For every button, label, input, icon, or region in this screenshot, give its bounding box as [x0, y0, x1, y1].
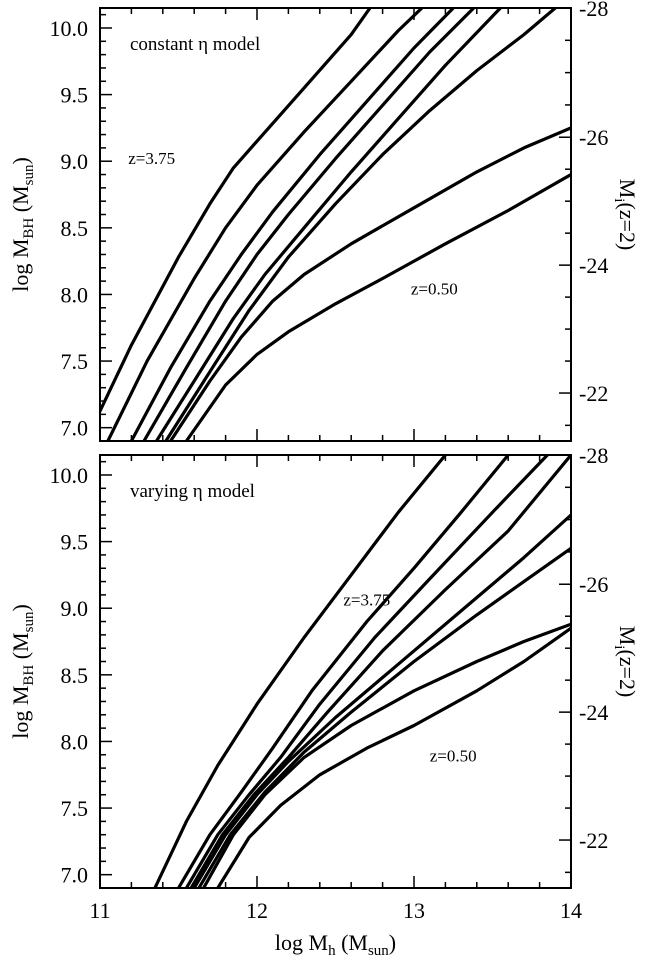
right-tick-label: -26: [579, 125, 608, 150]
x-tick-label: 13: [403, 898, 425, 923]
y-axis-title: log MBH (Msun): [8, 604, 37, 739]
right-axis-title: Mi(z=2): [611, 626, 640, 698]
right-tick-label: -28: [579, 443, 608, 468]
y-tick-label: 9.0: [61, 596, 89, 621]
curve-label: z=3.75: [343, 591, 390, 610]
y-tick-label: 10.0: [50, 463, 89, 488]
model-annotation: varying η model: [130, 481, 255, 502]
series-line-7: [169, 126, 571, 441]
right-tick-label: -22: [579, 381, 608, 406]
series-line-5: [192, 513, 571, 888]
series-line-1: [153, 455, 447, 888]
series-line-1: [100, 8, 372, 415]
y-tick-label: 7.5: [61, 349, 89, 374]
y-tick-label: 7.0: [61, 416, 89, 441]
series-line-8: [185, 173, 571, 441]
y-tick-label: 8.5: [61, 216, 89, 241]
series-line-6: [197, 546, 571, 888]
y-tick-label: 8.0: [61, 729, 89, 754]
y-tick-label: 7.5: [61, 796, 89, 821]
chart-panel-1: 7.0 7.5 8.0 8.5 9.0 9.5 10.0 -28 -26 -24 -22 log MB…: [8, 0, 640, 442]
right-axis-title: Mi(z=2): [611, 179, 640, 251]
chart-panel-2: 7.0 7.5 8.0 8.5 9.0 9.5 10.0 11 12 13 14 -28 -26 -24 -…: [8, 443, 640, 959]
series-line-4: [189, 455, 571, 888]
series-line-3: [129, 8, 455, 441]
series-line-3: [185, 455, 549, 888]
series-line-2: [106, 8, 424, 441]
right-tick-label: -26: [579, 572, 608, 597]
curve-label: z=0.50: [430, 746, 477, 765]
plot-frame: [99, 454, 572, 889]
series-line-6: [164, 8, 558, 441]
x-axis-title: log Mh (Msun): [275, 930, 396, 959]
y-tick-label: 9.5: [61, 83, 89, 108]
series-line-4: [142, 8, 475, 441]
x-tick-label: 14: [560, 898, 582, 923]
curve-label: z=0.50: [411, 279, 458, 298]
y-tick-label: 8.0: [61, 282, 89, 307]
curve-label: z=3.75: [128, 149, 175, 168]
series-group: [100, 8, 571, 441]
series-line-2: [177, 455, 510, 888]
y-tick-label: 7.0: [61, 863, 89, 888]
y-axis-title: log MBH (Msun): [8, 157, 37, 292]
plot-frame: [99, 7, 572, 442]
series-group: [153, 455, 571, 888]
y-tick-label: 9.5: [61, 530, 89, 555]
x-tick-label: 12: [246, 898, 268, 923]
right-tick-label: -24: [579, 700, 608, 725]
right-tick-label: -24: [579, 253, 608, 278]
model-annotation: constant η model: [130, 34, 260, 55]
series-line-8: [216, 626, 571, 888]
series-line-5: [155, 8, 502, 441]
y-tick-label: 9.0: [61, 149, 89, 174]
right-tick-label: -28: [579, 0, 608, 21]
series-line-7: [202, 622, 571, 888]
right-tick-label: -22: [579, 828, 608, 853]
x-tick-label: 11: [89, 898, 110, 923]
y-tick-label: 10.0: [50, 16, 89, 41]
y-tick-label: 8.5: [61, 663, 89, 688]
